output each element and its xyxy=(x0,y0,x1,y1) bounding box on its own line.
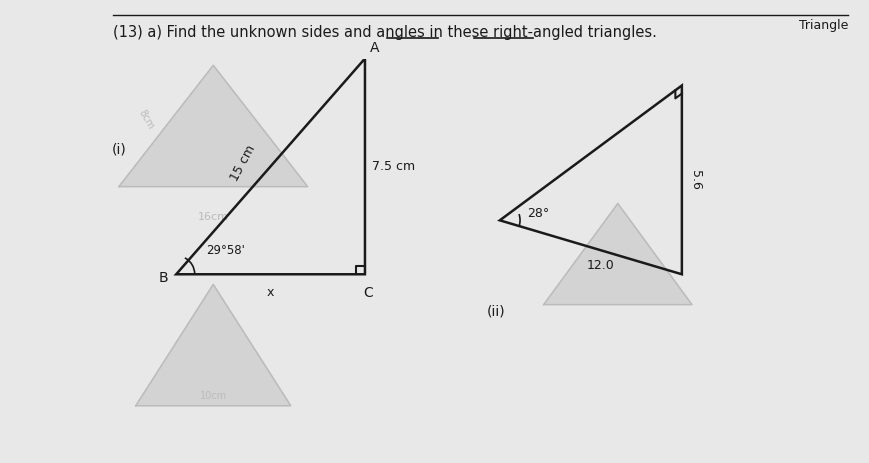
Text: C: C xyxy=(363,287,373,300)
Text: 29°58': 29°58' xyxy=(206,244,245,257)
Text: (13) a) Find the unknown sides and angles in these right-angled triangles.: (13) a) Find the unknown sides and angle… xyxy=(113,25,656,40)
Text: 8cm: 8cm xyxy=(136,107,156,131)
Text: (i): (i) xyxy=(112,143,127,156)
Text: 10cm: 10cm xyxy=(200,391,227,400)
Polygon shape xyxy=(119,65,308,187)
Text: (ii): (ii) xyxy=(486,305,504,319)
Text: B: B xyxy=(158,271,168,285)
Text: 12.0: 12.0 xyxy=(587,259,614,272)
Text: 16cm: 16cm xyxy=(197,212,229,222)
Polygon shape xyxy=(543,203,691,305)
Text: 28°: 28° xyxy=(527,207,548,220)
Text: 15 cm: 15 cm xyxy=(229,143,258,183)
Text: x: x xyxy=(267,287,274,300)
Text: Triangle: Triangle xyxy=(798,19,847,31)
Text: 7.5 cm: 7.5 cm xyxy=(371,160,415,173)
Polygon shape xyxy=(136,284,290,406)
Text: 5.6: 5.6 xyxy=(688,170,700,190)
Text: A: A xyxy=(369,41,379,55)
